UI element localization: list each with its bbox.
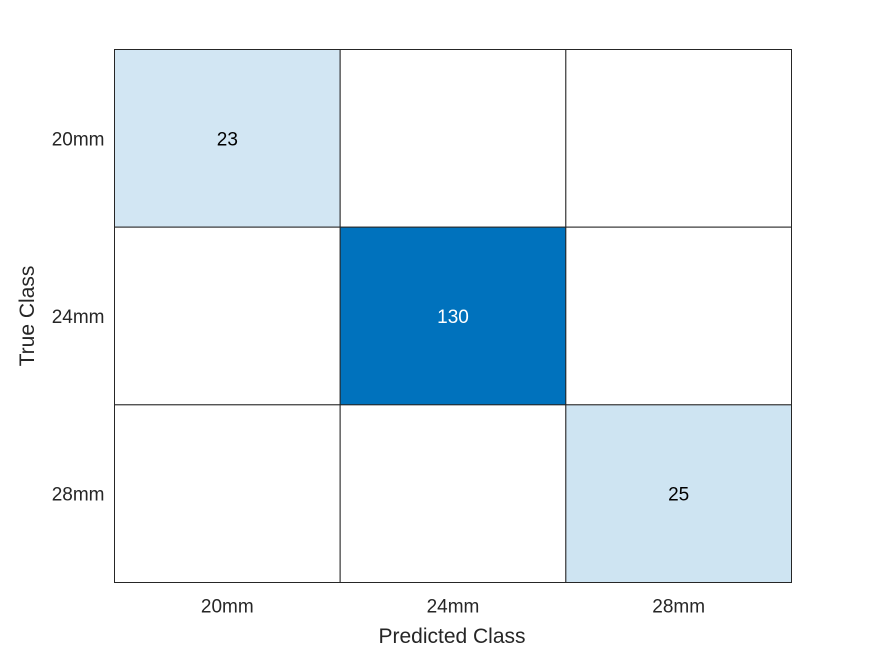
- x-tick-labels: 20mm 24mm 28mm: [201, 597, 705, 618]
- y-tick-labels: 20mm 24mm 28mm: [52, 129, 105, 505]
- x-tick-label: 24mm: [427, 597, 480, 618]
- x-tick-label: 20mm: [201, 597, 254, 618]
- x-axis-label: Predicted Class: [378, 625, 525, 648]
- y-tick-label: 24mm: [52, 307, 105, 328]
- matrix-cell-r1-c3: [565, 49, 792, 228]
- matrix-cell-labels: 23 130 25: [217, 129, 689, 505]
- cell-value-r2-c2: 130: [437, 307, 469, 328]
- matrix-cell-r3-c1: [114, 404, 341, 584]
- y-tick-label: 28mm: [52, 485, 105, 506]
- matrix-cell-r2-c1: [114, 226, 341, 406]
- matrix-cell-r2-c2: [339, 226, 567, 406]
- y-axis-label: True Class: [16, 266, 39, 367]
- matrix-cell-r3-c3: [565, 404, 792, 584]
- cell-value-r3-c3: 25: [668, 485, 689, 506]
- matrix-cell-r1-c1: [114, 49, 341, 228]
- x-tick-label: 28mm: [652, 597, 705, 618]
- matrix-cell-r2-c3: [565, 226, 792, 406]
- cell-value-r1-c1: 23: [217, 129, 238, 150]
- matrix-cell-r3-c2: [339, 404, 567, 584]
- matrix-cells: [114, 49, 792, 584]
- matrix-cell-r1-c2: [339, 49, 567, 228]
- y-tick-label: 20mm: [52, 129, 105, 150]
